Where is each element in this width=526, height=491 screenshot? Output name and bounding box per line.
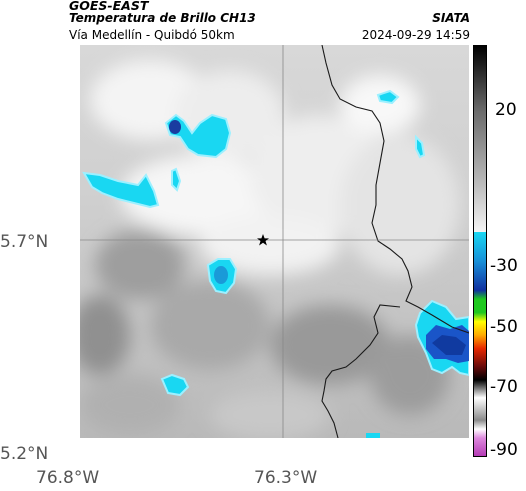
colorbar-warm-segment (474, 46, 486, 232)
cold-cloud-tops (82, 89, 469, 438)
satellite-title: GOES-EAST (69, 0, 149, 13)
cloud-cell-nw (82, 171, 160, 209)
cloud-cell-bottom (366, 433, 380, 438)
cloud-cell-ne (376, 89, 400, 105)
map-canvas (80, 45, 469, 438)
colorbar-label-minus30: -30 (490, 256, 518, 276)
lat-label-5-2: 5.2°N (0, 444, 49, 464)
cloud-cell-center-core (214, 266, 228, 284)
colorbar-label-minus50: -50 (490, 317, 518, 337)
product-title: Temperatura de Brillo CH13 (69, 11, 256, 25)
deep-convection-north (169, 120, 181, 134)
lat-label-5-7: 5.7°N (0, 232, 49, 252)
route-subtitle: Vía Medellín - Quibdó 50km (69, 28, 235, 42)
cloud-cell-nw-small (171, 167, 182, 192)
timestamp-label: 2024-09-29 14:59 (361, 28, 470, 42)
lon-label-76-3: 76.3°W (254, 468, 318, 488)
colorbar-label-20: 20 (495, 100, 517, 120)
colorbar-cold-segment (474, 232, 486, 456)
cloud-cell-south (160, 373, 190, 397)
deep-convection-core (432, 335, 466, 355)
colorbar-label-minus90: -90 (490, 440, 518, 460)
colorbar-label-minus70: -70 (490, 377, 518, 397)
lon-label-76-8: 76.8°W (36, 468, 100, 488)
cloud-cell-north (164, 113, 232, 159)
star-icon (257, 234, 269, 246)
satellite-map[interactable] (80, 45, 469, 438)
source-label: SIATA (432, 11, 470, 25)
colorbar (473, 45, 487, 457)
cloud-cell-east (415, 134, 426, 159)
border-line (321, 45, 469, 438)
